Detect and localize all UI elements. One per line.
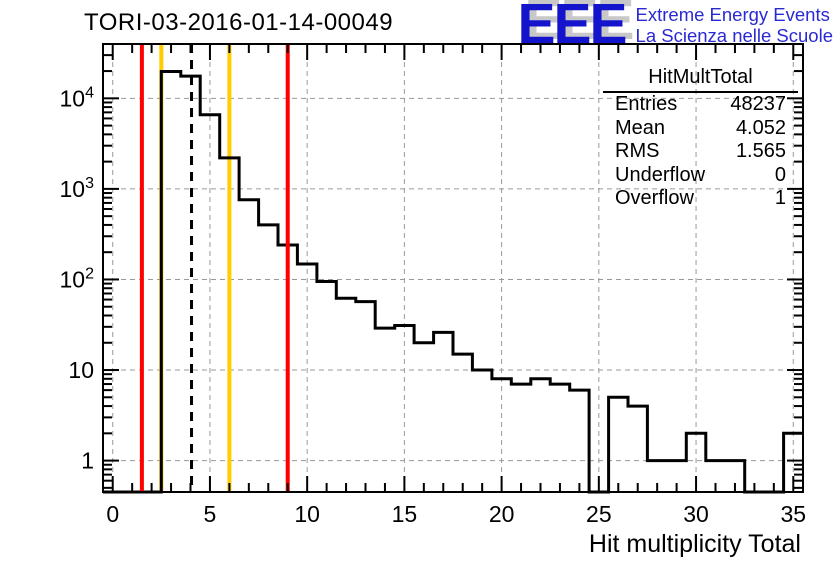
stats-row-label: Mean (615, 116, 666, 139)
eee-logo-line2: La Scienza nelle Scuole (635, 25, 833, 46)
x-axis-title: Hit multiplicity Total (588, 530, 801, 558)
stats-row-value: 48237 (730, 93, 786, 115)
x-tick-label: 0 (106, 501, 119, 527)
y-tick-label: 103 (60, 175, 95, 202)
y-tick-label: 102 (60, 265, 95, 292)
stats-row: Mean 4.052 (603, 117, 798, 141)
y-tick-label: 10 (68, 357, 94, 383)
x-tick-label: 5 (204, 501, 217, 527)
stats-row-label: RMS (615, 140, 660, 162)
x-tick-label: 25 (586, 501, 612, 527)
stats-row: Underflow 0 (603, 164, 798, 188)
stats-box: HitMultTotal Entries 48237 Mean 4.052 RMS 1.5… (603, 65, 798, 211)
stats-box-rows: Entries 48237 Mean 4.052 RMS 1.565 Underflow 0 O… (603, 93, 798, 211)
stats-row-label: Entries (615, 93, 678, 115)
x-tick-label: 10 (294, 501, 320, 527)
histogram-line (103, 70, 803, 494)
x-tick-label: 20 (489, 501, 515, 527)
stats-row-value: 4.052 (735, 116, 786, 139)
stats-row-value: 1.565 (735, 140, 786, 162)
y-tick-label: 104 (60, 84, 95, 111)
x-tick-label: 30 (683, 501, 709, 527)
stats-row-label: Overflow (615, 187, 694, 209)
plot-title: TORI-03-2016-01-14-00049 (84, 9, 394, 36)
stats-row-label: Underflow (615, 163, 706, 186)
x-tick-label: 15 (392, 501, 418, 527)
x-tick-label: 35 (780, 501, 806, 527)
plot-frame (102, 43, 804, 493)
stats-box-title: HitMultTotal (603, 65, 798, 93)
eee-logo-acronym: EEE (517, 0, 627, 56)
eee-logo-text: Extreme Energy Events La Scienza nelle S… (636, 2, 833, 46)
eee-logo-line1: Extreme Energy Events (635, 4, 830, 25)
stats-row: RMS 1.565 (603, 140, 798, 164)
y-tick-label: 1 (81, 448, 94, 474)
eee-logo: EEE Extreme Energy Events La Scienza nel… (517, 0, 833, 56)
stats-row-value: 1 (774, 187, 786, 209)
stats-row: Overflow 1 (603, 187, 798, 211)
stats-row-value: 0 (774, 163, 786, 186)
stats-row: Entries 48237 (603, 93, 798, 117)
